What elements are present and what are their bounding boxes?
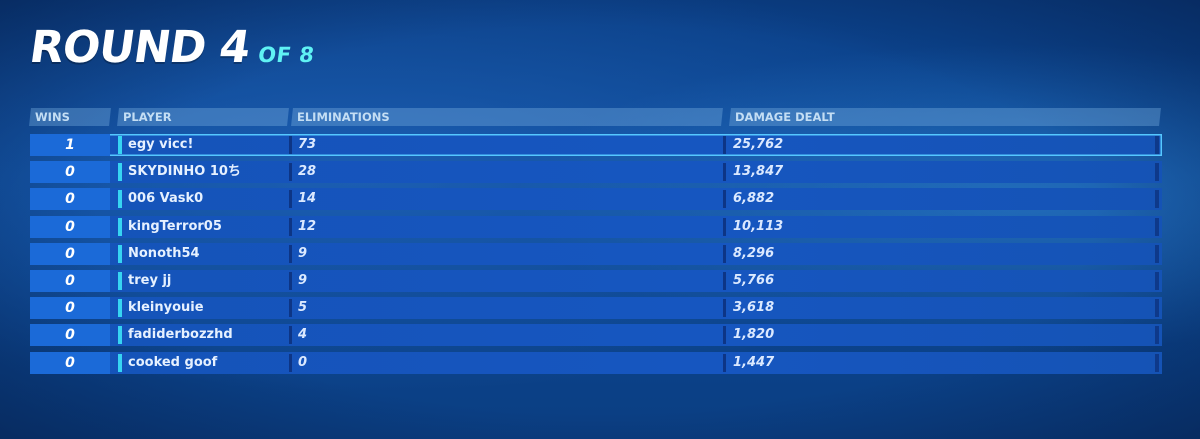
column-divider [289, 353, 292, 372]
row-background [30, 269, 1162, 292]
damage-cell: 1,447 [733, 354, 775, 370]
wins-cell: 1 [30, 134, 110, 156]
wins-cell: 0 [30, 324, 110, 347]
eliminations-cell: 73 [298, 137, 317, 152]
round-number: ROUND 4 [26, 22, 253, 73]
wins-cell: 0 [30, 242, 110, 265]
table-row[interactable]: 0 kingTerror05 12 10,113 [30, 215, 1165, 238]
column-divider [289, 244, 292, 263]
player-name: kleinyouie [128, 300, 204, 316]
column-divider [289, 217, 292, 236]
player-name: trey jj [128, 272, 172, 288]
column-divider [723, 244, 726, 263]
column-divider [723, 136, 726, 154]
column-header-damage: DAMAGE DEALT [729, 108, 1161, 126]
table-row[interactable]: 0 fadiderbozzhd 4 1,820 [30, 324, 1165, 347]
row-background [30, 188, 1162, 211]
column-divider [289, 299, 292, 318]
player-name: fadiderbozzhd [128, 327, 233, 343]
table-row[interactable]: 0 trey jj 9 5,766 [30, 269, 1165, 292]
table-row[interactable]: 0 Nonoth54 9 8,296 [30, 242, 1165, 265]
damage-cell: 3,618 [733, 300, 775, 316]
column-divider [289, 271, 292, 290]
player-marker [118, 136, 122, 154]
column-divider [723, 326, 726, 345]
table-row[interactable]: 1 egy vicc! 73 25,762 [30, 134, 1165, 156]
eliminations-cell: 4 [298, 327, 308, 343]
column-divider [723, 353, 726, 372]
player-marker [118, 190, 122, 209]
eliminations-cell: 9 [298, 272, 308, 288]
column-header-eliminations: ELIMINATIONS [291, 108, 723, 126]
wins-cell: 0 [30, 188, 110, 211]
wins-cell: 0 [30, 215, 110, 238]
column-divider [723, 217, 726, 236]
eliminations-cell: 14 [298, 191, 317, 207]
player-marker [118, 353, 122, 372]
table-row[interactable]: 0 cooked goof 0 1,447 [30, 351, 1165, 374]
player-marker [118, 299, 122, 318]
player-marker [118, 217, 122, 236]
wins-cell: 0 [30, 161, 110, 184]
table-row[interactable]: 0 kleinyouie 5 3,618 [30, 297, 1165, 320]
eliminations-cell: 9 [298, 245, 308, 261]
damage-cell: 8,296 [733, 245, 775, 261]
damage-cell: 1,820 [733, 327, 775, 343]
column-divider [289, 163, 292, 182]
column-divider [289, 326, 292, 345]
row-background [30, 161, 1162, 184]
player-name: 006 Vask0 [128, 191, 204, 207]
column-header-wins: WINS [29, 108, 111, 126]
player-marker [118, 244, 122, 263]
damage-cell: 10,113 [733, 218, 784, 234]
player-name: kingTerror05 [128, 218, 222, 234]
column-header-player: PLAYER [117, 108, 289, 126]
column-divider [723, 163, 726, 182]
damage-cell: 13,847 [733, 164, 784, 180]
column-divider [723, 299, 726, 318]
player-marker [118, 271, 122, 290]
scoreboard-header: WINS PLAYER ELIMINATIONS DAMAGE DEALT [29, 108, 1161, 126]
player-name: SKYDINHO 10ち [128, 164, 241, 180]
scoreboard-rows: 1 egy vicc! 73 25,762 0 SKYDINHO 10ち 28 … [30, 134, 1165, 379]
eliminations-cell: 12 [298, 218, 317, 234]
column-divider [723, 271, 726, 290]
wins-cell: 0 [30, 351, 110, 374]
player-marker [118, 163, 122, 182]
row-background [30, 242, 1162, 265]
row-background [30, 134, 1162, 156]
eliminations-cell: 5 [298, 300, 308, 316]
wins-cell: 0 [30, 269, 110, 292]
damage-cell: 25,762 [733, 137, 784, 152]
table-row[interactable]: 0 SKYDINHO 10ち 28 13,847 [30, 161, 1165, 184]
player-name: egy vicc! [128, 137, 194, 152]
round-total: OF 8 [256, 43, 317, 67]
row-background [30, 215, 1162, 238]
row-background [30, 297, 1162, 320]
column-divider [723, 190, 726, 209]
wins-cell: 0 [30, 297, 110, 320]
column-divider [289, 136, 292, 154]
round-title: ROUND 4 OF 8 [26, 22, 319, 73]
eliminations-cell: 0 [298, 354, 308, 370]
row-background [30, 351, 1162, 374]
damage-cell: 6,882 [733, 191, 775, 207]
eliminations-cell: 28 [298, 164, 317, 180]
table-row[interactable]: 0 006 Vask0 14 6,882 [30, 188, 1165, 211]
player-name: cooked goof [128, 354, 218, 370]
row-background [30, 324, 1162, 347]
player-marker [118, 326, 122, 345]
column-divider [289, 190, 292, 209]
player-name: Nonoth54 [128, 245, 200, 261]
damage-cell: 5,766 [733, 272, 775, 288]
